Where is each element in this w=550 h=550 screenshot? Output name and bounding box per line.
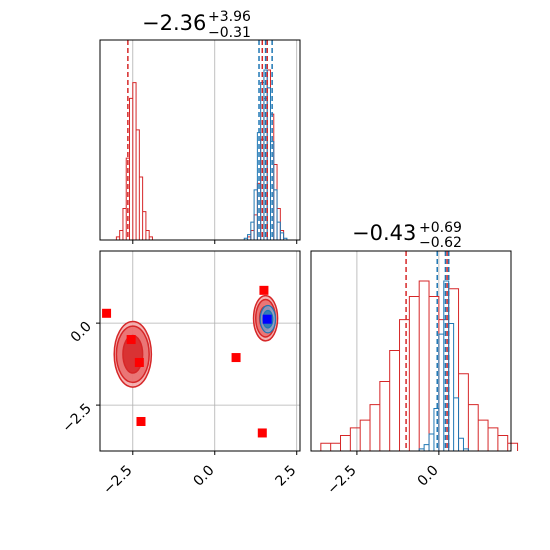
- marker-red: [136, 416, 146, 426]
- hist-blue-param-2: [418, 280, 469, 451]
- title-param-2-value: −0.43: [352, 221, 416, 245]
- x-tick-label: 0.0: [191, 463, 218, 490]
- panel-hist-param-2: −2.5 0.0: [310, 250, 519, 498]
- hist-red-param-1: [115, 69, 285, 240]
- marker-red: [102, 308, 112, 318]
- marker-red: [126, 335, 136, 345]
- marker-red: [257, 428, 267, 438]
- y-tick-label: 0.0: [68, 319, 95, 346]
- y-tick-label: −2.5: [59, 401, 94, 436]
- x-tick-label: −2.5: [324, 463, 359, 498]
- panel-hist-param-1: [99, 39, 301, 244]
- title-param-1-value: −2.36: [142, 11, 206, 35]
- panel-2d-joint-frame: [99, 250, 301, 452]
- title-param-1: −2.36 +3.96 −0.31: [142, 9, 251, 41]
- title-param-2-minus: −0.62: [419, 235, 462, 251]
- marker-red: [259, 285, 269, 295]
- title-param-1-plus: +3.96: [208, 9, 251, 25]
- marker-red: [231, 353, 241, 363]
- marker-red: [134, 357, 144, 367]
- marker-blue: [262, 314, 272, 324]
- title-param-2: −0.43 +0.69 −0.62: [352, 220, 462, 251]
- panel-2d-joint: 0.0 −2.5 −2.5 0.0 2.5: [59, 250, 301, 498]
- title-param-1-minus: −0.31: [208, 25, 251, 41]
- x-tick-label: 0.0: [415, 463, 442, 490]
- x-tick-label: −2.5: [100, 463, 135, 498]
- panel-hist-param-2-frame: [310, 250, 512, 452]
- panel-hist-param-1-frame: [99, 39, 301, 241]
- x-tick-label: 2.5: [272, 463, 299, 490]
- title-param-2-plus: +0.69: [419, 220, 462, 236]
